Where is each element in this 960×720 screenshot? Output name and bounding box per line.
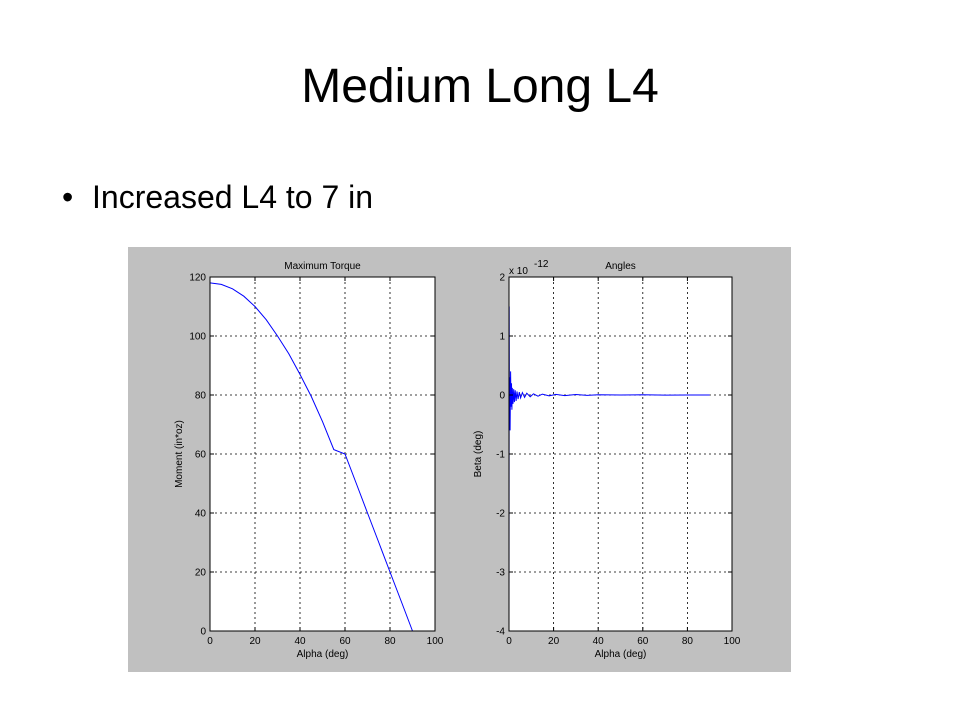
y-tick-label: -2: [496, 509, 505, 520]
y-tick-label: 0: [200, 627, 206, 638]
y-tick-label: 40: [195, 509, 207, 520]
series-line: [508, 306, 710, 632]
bullet-item: • Increased L4 to 7 in: [62, 178, 373, 216]
bullet-text: Increased L4 to 7 in: [92, 179, 374, 215]
y-tick-label: 0: [499, 391, 505, 402]
chart-title: Angles: [605, 261, 636, 272]
x-tick-label: 60: [339, 636, 351, 647]
y-exponent-power: -12: [534, 259, 549, 270]
y-tick-label: 100: [189, 332, 206, 343]
chart-1: 0 20 40 60 80 100 0 20 40 60 80 100 120 Maximum Torqu…: [174, 261, 444, 660]
x-axis-label: Alpha (deg): [595, 649, 647, 660]
y-tick-label: 80: [195, 391, 207, 402]
y-tick-label: 60: [195, 450, 207, 461]
y-tick-label: 20: [195, 568, 207, 579]
slide-title: Medium Long L4: [301, 60, 659, 113]
y-axis-label: Moment (in*oz): [174, 420, 185, 488]
y-exponent-label: x 10: [509, 266, 528, 277]
chart-2: 0 20 40 60 80 100 -4 -3 -2 -1 0 1 2 Angles Alpha (deg)…: [473, 259, 741, 660]
y-tick-label: 120: [189, 273, 206, 284]
y-axis-label: Beta (deg): [473, 431, 484, 478]
x-tick-label: 80: [682, 636, 694, 647]
y-tick-label: 1: [499, 332, 505, 343]
x-tick-label: 80: [384, 636, 396, 647]
bullet-dot-icon: •: [62, 179, 74, 215]
x-tick-label: 0: [506, 636, 512, 647]
y-tick-label: -1: [496, 450, 505, 461]
x-tick-label: 0: [207, 636, 213, 647]
plot-area: [210, 277, 435, 631]
x-tick-label: 40: [593, 636, 605, 647]
x-tick-label: 40: [294, 636, 306, 647]
x-tick-label: 100: [724, 636, 741, 647]
x-tick-label: 100: [427, 636, 444, 647]
x-tick-label: 20: [249, 636, 261, 647]
x-axis-label: Alpha (deg): [297, 649, 349, 660]
y-tick-label: -3: [496, 568, 505, 579]
y-tick-label: -4: [496, 627, 505, 638]
chart-title: Maximum Torque: [284, 261, 361, 272]
figure-panel: 0 20 40 60 80 100 0 20 40 60 80 100 120 Maximum Torqu…: [128, 247, 791, 672]
series-line: [209, 282, 413, 632]
x-tick-label: 60: [637, 636, 649, 647]
y-tick-label: 2: [499, 273, 505, 284]
x-tick-label: 20: [548, 636, 560, 647]
